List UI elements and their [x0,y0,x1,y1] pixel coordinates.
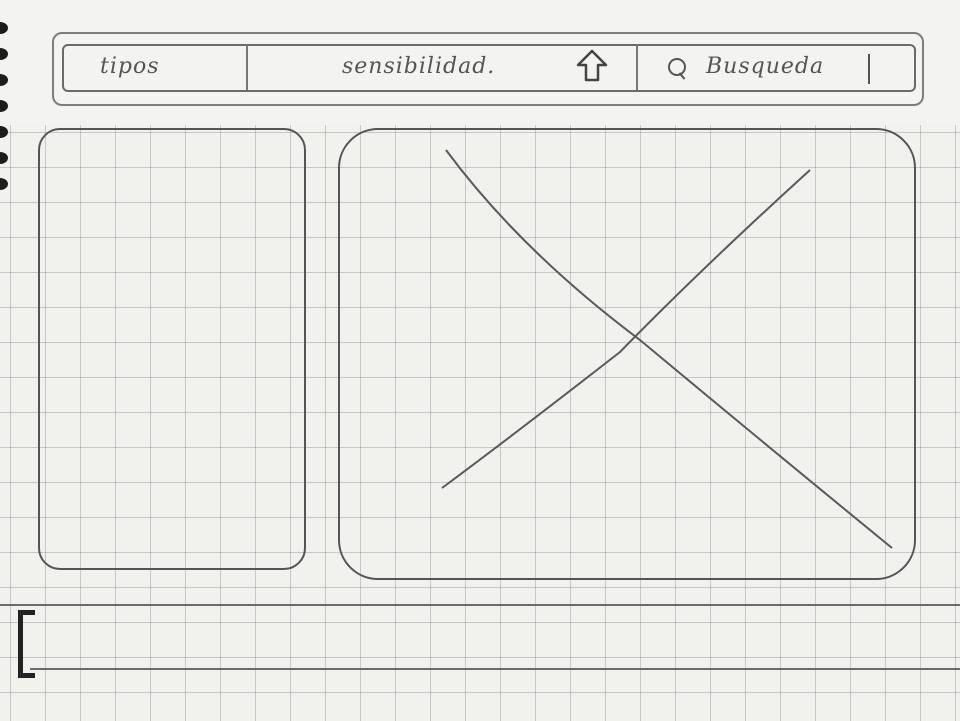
header-bar [52,32,924,106]
binding-ring [0,74,8,86]
footer-bracket [18,610,35,678]
header-divider [246,44,248,90]
binding-ring [0,22,8,34]
binding-ring [0,152,8,164]
upload-arrow-icon[interactable] [574,48,610,84]
search-label: Busqueda [706,54,825,79]
tab-sensibilidad[interactable]: sensibilidad. [342,54,496,79]
header-divider [636,44,638,90]
footer-bottom-line [30,668,960,670]
binding-ring [0,126,8,138]
header-inner [62,44,916,92]
search-icon [668,58,686,76]
binding-ring [0,48,8,60]
tab-tipos[interactable]: tipos [100,54,160,79]
binding-ring [0,178,8,190]
sidebar-panel [38,128,306,570]
image-placeholder [338,128,916,580]
footer-top-line [0,604,960,606]
binding-ring [0,100,8,112]
text-cursor [868,54,870,84]
